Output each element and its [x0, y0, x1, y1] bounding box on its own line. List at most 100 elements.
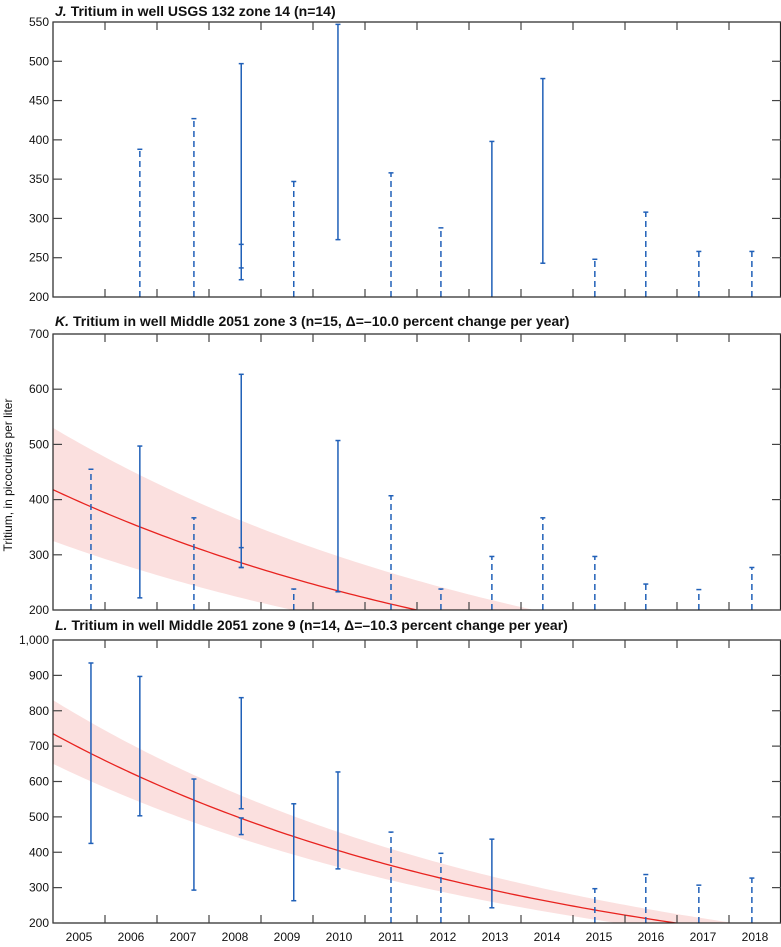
x-tick-label: 2018	[742, 930, 769, 944]
censored-interval	[238, 546, 244, 569]
panel-title-text: Tritium in well Middle 2051 zone 3 (n=15…	[73, 313, 569, 329]
censored-interval	[696, 884, 702, 923]
y-tick-label: 1,000	[19, 633, 49, 647]
y-axis-label: Tritium, in picocuries per liter	[1, 399, 15, 552]
y-tick-label: 450	[29, 94, 49, 108]
censored-interval	[696, 250, 702, 297]
censored-interval	[388, 494, 394, 610]
censored-interval	[388, 831, 394, 923]
censored-interval	[137, 148, 143, 297]
censored-interval	[191, 117, 197, 297]
x-tick-label: 2016	[638, 930, 665, 944]
y-tick-label: 400	[29, 493, 49, 507]
censored-interval	[238, 62, 244, 269]
censored-interval	[749, 566, 755, 610]
panel-title-text: Tritium in well Middle 2051 zone 9 (n=14…	[71, 617, 567, 633]
x-tick-label: 2012	[430, 930, 457, 944]
y-tick-label: 300	[29, 211, 49, 225]
y-tick-label: 300	[29, 881, 49, 895]
panel-letter: K.	[55, 313, 69, 329]
y-tick-label: 200	[29, 603, 49, 617]
censored-interval	[291, 803, 297, 902]
censored-interval	[335, 771, 341, 870]
y-tick-label: 600	[29, 382, 49, 396]
x-tick-label: 2013	[482, 930, 509, 944]
panel-title: K. Tritium in well Middle 2051 zone 3 (n=…	[55, 313, 569, 329]
confidence-band	[53, 700, 734, 923]
trend-line	[53, 733, 681, 923]
x-tick-label: 2011	[378, 930, 404, 944]
y-tick-label: 500	[29, 437, 49, 451]
censored-interval	[191, 778, 197, 891]
censored-interval	[291, 588, 297, 610]
plot-frame	[52, 21, 781, 298]
censored-interval	[191, 517, 197, 610]
censored-interval	[137, 445, 143, 599]
y-tick-label: 200	[29, 290, 49, 304]
y-tick-label: 500	[29, 810, 49, 824]
censored-interval	[238, 696, 244, 810]
y-tick-label: 700	[29, 739, 49, 753]
x-tick-label: 2007	[170, 930, 197, 944]
censored-interval	[540, 517, 546, 610]
x-tick-label: 2017	[690, 930, 717, 944]
censored-interval	[137, 675, 143, 817]
censored-interval	[238, 243, 244, 281]
x-tick-label: 2015	[586, 930, 613, 944]
y-tick-label: 600	[29, 775, 49, 789]
plot-area	[137, 23, 755, 297]
censored-interval	[643, 583, 649, 610]
x-tick-label: 2010	[326, 930, 353, 944]
y-tick-label: 800	[29, 704, 49, 718]
trend-line	[53, 489, 420, 610]
plot-area	[53, 662, 755, 923]
panel-l: L. Tritium in well Middle 2051 zone 9 (n=…	[19, 617, 781, 944]
x-tick-label: 2005	[66, 930, 93, 944]
censored-interval	[438, 227, 444, 297]
y-tick-label: 350	[29, 172, 49, 186]
panel-title: L. Tritium in well Middle 2051 zone 9 (n=…	[55, 617, 568, 633]
censored-interval	[238, 817, 244, 836]
censored-interval	[749, 250, 755, 297]
x-tick-label: 2008	[222, 930, 249, 944]
y-tick-label: 400	[29, 845, 49, 859]
censored-interval	[643, 873, 649, 923]
censored-interval	[335, 23, 341, 241]
y-tick-label: 300	[29, 548, 49, 562]
censored-interval	[643, 211, 649, 297]
censored-interval	[489, 555, 495, 610]
censored-interval	[540, 77, 546, 264]
panel-j: J. Tritium in well USGS 132 zone 14 (n=14…	[29, 3, 781, 304]
panel-title-text: Tritium in well USGS 132 zone 14 (n=14)	[71, 3, 336, 19]
censored-interval	[438, 852, 444, 923]
confidence-band	[53, 427, 534, 610]
y-tick-label: 550	[29, 15, 49, 29]
y-tick-label: 500	[29, 54, 49, 68]
x-tick-label: 2014	[534, 930, 561, 944]
censored-interval	[749, 877, 755, 923]
plot-area	[53, 373, 755, 610]
y-tick-label: 250	[29, 251, 49, 265]
y-tick-label: 900	[29, 668, 49, 682]
censored-interval	[88, 468, 94, 610]
censored-interval	[489, 140, 495, 297]
y-tick-label: 700	[29, 327, 49, 341]
y-tick-label: 200	[29, 916, 49, 930]
censored-interval	[438, 588, 444, 610]
censored-interval	[696, 588, 702, 610]
censored-interval	[592, 555, 598, 610]
y-tick-label: 400	[29, 133, 49, 147]
x-tick-label: 2006	[118, 930, 145, 944]
censored-interval	[592, 887, 598, 923]
censored-interval	[489, 838, 495, 909]
censored-interval	[388, 172, 394, 297]
censored-interval	[335, 439, 341, 593]
x-tick-label: 2009	[274, 930, 301, 944]
censored-interval	[592, 258, 598, 297]
panel-letter: J.	[55, 3, 67, 19]
panel-letter: L.	[55, 617, 67, 633]
censored-interval	[88, 662, 94, 845]
censored-interval	[291, 180, 297, 297]
panel-title: J. Tritium in well USGS 132 zone 14 (n=14…	[55, 3, 336, 19]
